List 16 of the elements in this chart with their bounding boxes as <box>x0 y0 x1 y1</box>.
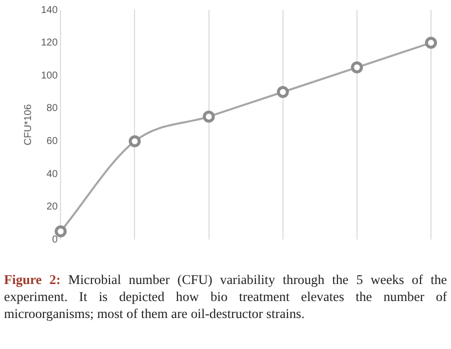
point <box>276 86 289 98</box>
y-tick-label: 80 <box>46 103 58 114</box>
y-tick-label: 40 <box>46 168 58 180</box>
y-tick-label: 120 <box>40 38 58 49</box>
point <box>128 135 141 148</box>
y-tick-label: 140 <box>40 4 58 16</box>
caption: Figure 2: Microbial number (CFU) variability through the 5 weeks of the experiment. It is depicted how bio treatment elevates the number of microorganisms; most of them are oil-destructor strains. <box>4 271 447 322</box>
y-tick-label: 100 <box>40 70 58 82</box>
point <box>350 61 363 74</box>
point <box>54 225 67 238</box>
y-tick-label: 0 <box>52 234 58 246</box>
y-tick-label: 20 <box>46 202 58 213</box>
y-tick-label: 60 <box>46 136 58 147</box>
y-axis-title: CFU*106 <box>22 104 34 146</box>
point <box>425 36 437 49</box>
point <box>202 110 215 123</box>
